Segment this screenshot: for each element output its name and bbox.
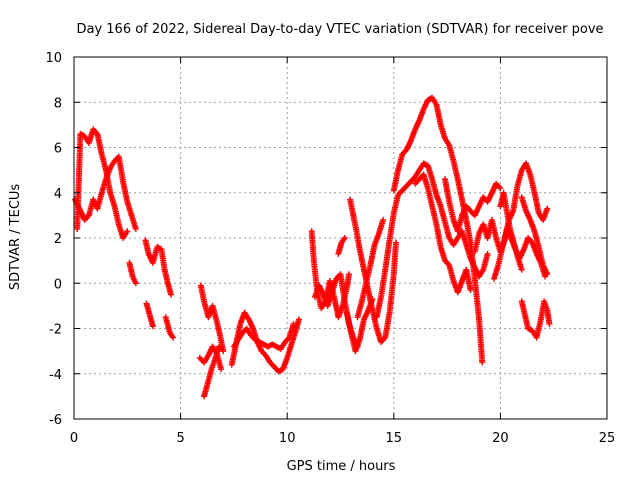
data-point <box>346 271 353 278</box>
data-point <box>546 320 553 327</box>
y-tick-label: 4 <box>54 187 62 202</box>
data-point <box>479 359 486 366</box>
y-tick-label: 10 <box>45 51 62 66</box>
y-tick-label: -2 <box>49 323 62 338</box>
data-point <box>132 280 139 287</box>
y-tick-label: -4 <box>49 368 62 383</box>
x-tick-label: 20 <box>492 431 509 446</box>
y-tick-label: 6 <box>54 142 62 157</box>
y-tick-label: -6 <box>49 413 62 428</box>
data-point <box>220 348 227 355</box>
data-point <box>518 266 525 273</box>
x-tick-label: 5 <box>176 431 184 446</box>
x-axis-label: GPS time / hours <box>287 459 396 474</box>
data-point <box>544 205 551 212</box>
data-point <box>168 291 175 298</box>
x-tick-label: 10 <box>279 431 296 446</box>
data-point <box>380 216 387 223</box>
data-point <box>295 316 302 323</box>
x-axis-ticks: 0 5 10 15 20 25 <box>70 57 615 446</box>
y-axis-ticks: -6 -4 -2 0 2 4 6 8 10 <box>45 51 607 428</box>
data-point <box>170 334 177 341</box>
data-points <box>72 94 553 400</box>
data-point <box>341 235 348 241</box>
x-tick-label: 25 <box>599 431 616 446</box>
data-point <box>132 225 139 232</box>
data-point <box>544 271 551 278</box>
y-tick-label: 8 <box>54 96 62 111</box>
data-point <box>149 323 156 330</box>
data-point <box>124 228 131 235</box>
chart-title: Day 166 of 2022, Sidereal Day-to-day VTE… <box>76 22 603 37</box>
data-point <box>392 239 399 246</box>
x-tick-label: 15 <box>386 431 403 446</box>
data-point <box>484 250 491 257</box>
data-point <box>290 320 297 327</box>
y-axis-label: SDTVAR / TECUs <box>8 184 23 291</box>
data-point <box>218 366 225 373</box>
data-point <box>215 343 222 350</box>
y-tick-label: 2 <box>54 232 62 247</box>
data-point <box>497 185 504 192</box>
data-point <box>467 287 474 294</box>
y-tick-label: 0 <box>54 277 62 292</box>
x-tick-label: 0 <box>70 431 78 446</box>
